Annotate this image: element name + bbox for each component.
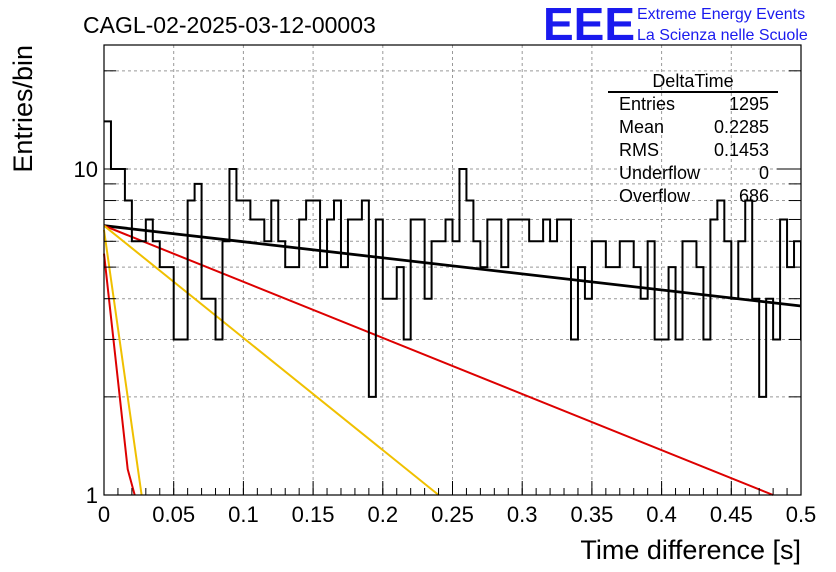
fit-curve xyxy=(103,229,143,496)
x-tick-labels: 0 0.05 0.1 0.15 0.2 0.25 0.3 0.35 0.4 0.45 0.5 xyxy=(98,502,816,527)
stats-row-value: 686 xyxy=(739,186,769,206)
fit-curves xyxy=(103,224,802,496)
x-tick-label: 0.45 xyxy=(710,502,753,527)
histogram-series xyxy=(104,120,801,398)
x-tick-label: 0.35 xyxy=(570,502,613,527)
x-tick-label: 0.15 xyxy=(292,502,335,527)
chart-title: CAGL-02-2025-03-12-00003 xyxy=(83,12,376,38)
x-tick-label: 0.1 xyxy=(228,502,259,527)
fit-curve xyxy=(103,253,136,496)
stats-row-value: 1295 xyxy=(729,94,769,114)
y-axis-label: Entries/bin xyxy=(8,45,38,173)
y-tick-label: 10 xyxy=(74,157,98,182)
y-tick-label: 1 xyxy=(86,483,98,508)
x-tick-label: 0.3 xyxy=(507,502,538,527)
x-tick-label: 0.05 xyxy=(152,502,195,527)
stats-box: DeltaTime Entries 1295 Mean 0.2285 RMS 0.1453… xyxy=(608,71,778,206)
x-tick-label: 0.5 xyxy=(786,502,817,527)
y-tick-labels: 1 10 xyxy=(74,157,98,508)
histogram-step xyxy=(104,120,801,398)
x-tick-label: 0 xyxy=(98,502,110,527)
fit-curve xyxy=(103,224,440,496)
stats-row-label: Mean xyxy=(619,117,664,137)
stats-row-label: Entries xyxy=(619,94,675,114)
x-axis-label: Time difference [s] xyxy=(580,535,801,565)
eee-logo-mark: EEE xyxy=(543,0,635,50)
axis-ticks xyxy=(103,70,802,495)
stats-row-value: 0.2285 xyxy=(714,117,769,137)
stats-row-value: 0.1453 xyxy=(714,140,769,160)
logo-line-2: La Scienza nelle Scuole xyxy=(637,27,808,44)
logo-line-1: Extreme Energy Events xyxy=(637,6,805,23)
stats-row-label: Underflow xyxy=(619,163,701,183)
fit-curve xyxy=(103,224,774,496)
stats-title: DeltaTime xyxy=(652,71,733,91)
x-tick-label: 0.4 xyxy=(646,502,677,527)
stats-row-label: Overflow xyxy=(619,186,691,206)
fit-curve xyxy=(103,224,802,308)
stats-row-label: RMS xyxy=(619,140,659,160)
grid xyxy=(104,45,801,495)
x-tick-label: 0.25 xyxy=(431,502,474,527)
stats-row-value: 0 xyxy=(759,163,769,183)
x-tick-label: 0.2 xyxy=(368,502,399,527)
